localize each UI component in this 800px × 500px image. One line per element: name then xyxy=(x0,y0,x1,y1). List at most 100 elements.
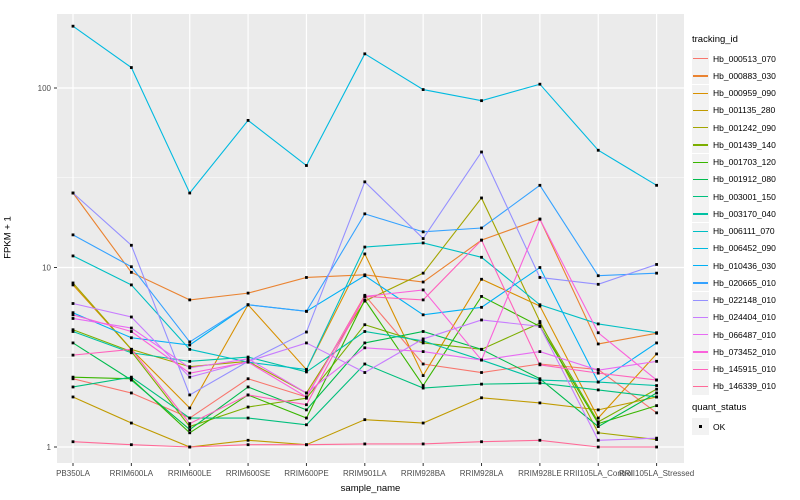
legend-item-Hb_001439_140[interactable]: Hb_001439_140 xyxy=(692,136,776,154)
legend-item-Hb_146339_010[interactable]: Hb_146339_010 xyxy=(692,377,776,395)
data-point[interactable] xyxy=(71,281,75,285)
data-point[interactable] xyxy=(305,416,308,420)
data-point[interactable] xyxy=(188,422,192,426)
data-point[interactable] xyxy=(305,330,308,334)
data-point[interactable] xyxy=(305,368,308,371)
data-point[interactable] xyxy=(480,382,483,386)
data-point[interactable] xyxy=(655,359,658,363)
data-point[interactable] xyxy=(129,330,133,333)
data-point[interactable] xyxy=(538,381,542,385)
data-point[interactable] xyxy=(188,343,192,347)
legend-item-Hb_001703_120[interactable]: Hb_001703_120 xyxy=(692,153,776,171)
data-point[interactable] xyxy=(480,150,483,154)
data-point[interactable] xyxy=(129,375,133,379)
data-point[interactable] xyxy=(480,277,483,281)
data-point[interactable] xyxy=(129,270,133,274)
data-point[interactable] xyxy=(363,52,367,56)
data-point[interactable] xyxy=(71,254,75,258)
data-point[interactable] xyxy=(421,421,425,425)
data-point[interactable] xyxy=(129,326,133,330)
data-point[interactable] xyxy=(188,340,192,344)
data-point[interactable] xyxy=(421,237,425,240)
data-point[interactable] xyxy=(655,404,658,408)
legend-item-Hb_073452_010[interactable]: Hb_073452_010 xyxy=(692,343,776,361)
data-point[interactable] xyxy=(246,438,250,442)
legend-item-Hb_145915_010[interactable]: Hb_145915_010 xyxy=(692,360,776,378)
data-point[interactable] xyxy=(246,393,250,397)
data-point[interactable] xyxy=(246,355,250,359)
data-point[interactable] xyxy=(305,276,308,279)
data-point[interactable] xyxy=(363,298,367,302)
legend-item-Hb_003001_150[interactable]: Hb_003001_150 xyxy=(692,188,776,205)
data-point[interactable] xyxy=(363,252,367,256)
data-point[interactable] xyxy=(655,436,658,440)
data-point[interactable] xyxy=(655,395,658,399)
data-point[interactable] xyxy=(129,421,133,425)
data-point[interactable] xyxy=(71,395,75,399)
data-point[interactable] xyxy=(655,411,658,415)
data-point[interactable] xyxy=(655,271,658,275)
data-point[interactable] xyxy=(596,425,600,428)
data-point[interactable] xyxy=(188,425,192,428)
data-point[interactable] xyxy=(71,283,75,287)
data-point[interactable] xyxy=(129,265,133,269)
data-point[interactable] xyxy=(421,271,425,275)
data-point[interactable] xyxy=(480,255,483,259)
data-point[interactable] xyxy=(246,357,250,361)
data-point[interactable] xyxy=(71,385,75,389)
data-point[interactable] xyxy=(363,180,367,184)
data-point[interactable] xyxy=(538,266,542,269)
data-point[interactable] xyxy=(305,164,308,167)
data-point[interactable] xyxy=(305,403,308,407)
data-point[interactable] xyxy=(188,359,192,363)
data-point[interactable] xyxy=(538,303,542,307)
data-point[interactable] xyxy=(480,440,483,444)
data-point[interactable] xyxy=(246,405,250,409)
data-point[interactable] xyxy=(421,339,425,343)
data-point[interactable] xyxy=(305,395,308,399)
data-point[interactable] xyxy=(363,212,367,216)
legend-item-quant-OK[interactable]: OK xyxy=(692,418,725,435)
data-point[interactable] xyxy=(129,391,133,395)
data-point[interactable] xyxy=(188,428,192,432)
data-point[interactable] xyxy=(71,377,75,381)
data-point[interactable] xyxy=(655,391,658,395)
legend-item-Hb_020665_010[interactable]: Hb_020665_010 xyxy=(692,274,776,292)
data-point[interactable] xyxy=(480,318,483,322)
data-point[interactable] xyxy=(129,283,133,287)
data-point[interactable] xyxy=(363,346,367,350)
data-point[interactable] xyxy=(480,371,483,374)
data-point[interactable] xyxy=(538,320,542,323)
data-point[interactable] xyxy=(129,315,133,319)
data-point[interactable] xyxy=(480,295,483,298)
data-point[interactable] xyxy=(655,263,658,266)
data-point[interactable] xyxy=(188,347,192,351)
legend-item-Hb_001242_090[interactable]: Hb_001242_090 xyxy=(692,119,776,136)
legend-item-Hb_000959_090[interactable]: Hb_000959_090 xyxy=(692,84,776,102)
data-point[interactable] xyxy=(538,321,542,325)
legend-item-Hb_022148_010[interactable]: Hb_022148_010 xyxy=(692,291,776,309)
data-point[interactable] xyxy=(655,384,658,387)
data-point[interactable] xyxy=(129,243,133,247)
data-point[interactable] xyxy=(655,341,658,345)
data-point[interactable] xyxy=(421,386,425,390)
data-point[interactable] xyxy=(480,358,483,362)
data-point[interactable] xyxy=(421,350,425,353)
data-point[interactable] xyxy=(71,353,75,357)
data-point[interactable] xyxy=(655,183,658,187)
data-point[interactable] xyxy=(596,274,600,278)
data-point[interactable] xyxy=(71,24,75,28)
data-point[interactable] xyxy=(596,422,600,426)
data-point[interactable] xyxy=(71,375,75,379)
data-point[interactable] xyxy=(480,305,483,309)
legend-item-Hb_000513_070[interactable]: Hb_000513_070 xyxy=(692,50,776,67)
data-point[interactable] xyxy=(188,393,192,397)
data-point[interactable] xyxy=(246,443,250,447)
data-point[interactable] xyxy=(538,324,542,328)
data-point[interactable] xyxy=(188,366,192,370)
data-point[interactable] xyxy=(363,245,367,249)
data-point[interactable] xyxy=(655,387,658,391)
data-point[interactable] xyxy=(596,368,600,372)
data-point[interactable] xyxy=(71,317,75,320)
